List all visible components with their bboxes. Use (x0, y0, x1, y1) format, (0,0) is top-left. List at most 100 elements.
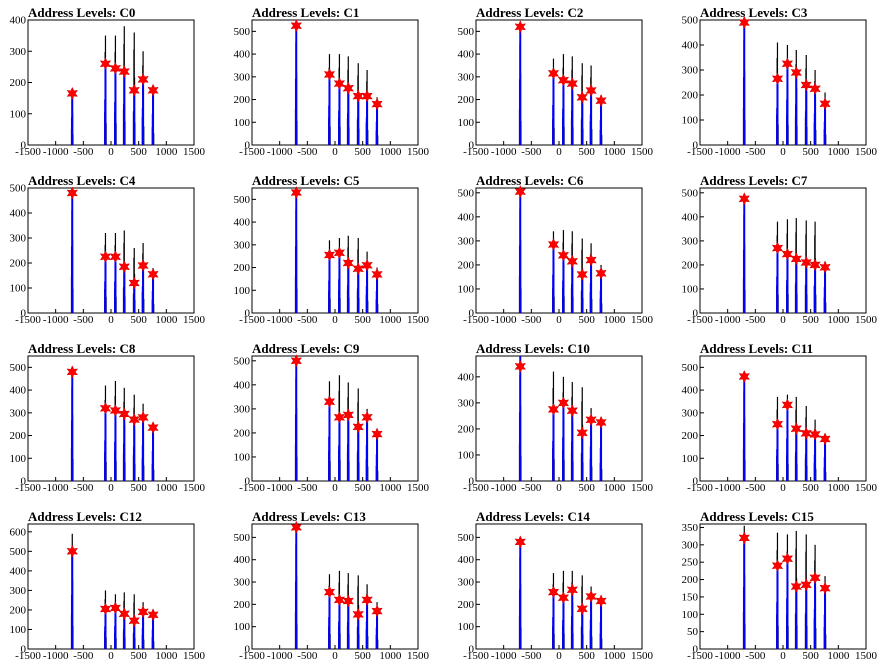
peak-marker (557, 591, 570, 605)
y-tick-label: 400 (10, 385, 27, 397)
peak-marker (576, 267, 588, 282)
plot-frame (699, 355, 867, 482)
peak-marker (137, 72, 149, 87)
x-tick-label: 500 (802, 482, 819, 494)
x-tick-label: 0 (556, 314, 562, 326)
peak-marker (566, 583, 579, 597)
x-tick-label: -1000 (43, 146, 69, 158)
y-tick-label: 200 (458, 599, 475, 611)
peak-marker (514, 359, 527, 374)
x-tick-label: 1500 (855, 650, 878, 662)
y-tick-label: 200 (234, 427, 251, 439)
peak-marker (333, 593, 346, 607)
y-tick-label: 0 (469, 476, 475, 488)
peak-marker (585, 253, 597, 267)
peak-marker (585, 83, 597, 98)
peak-marker (323, 395, 336, 409)
chart-panel: Address Levels: C8 0 100 200 300 400 500 -1500-… (0, 336, 224, 504)
peak-marker (147, 608, 159, 622)
x-tick-label: 1000 (155, 650, 178, 662)
peak-marker (809, 427, 821, 442)
y-tick-label: 400 (458, 371, 475, 383)
peak-marker (323, 248, 336, 262)
peak-marker (809, 571, 821, 585)
y-tick-label: 200 (682, 574, 699, 586)
x-tick-label: 500 (802, 146, 819, 158)
x-tick-label: 500 (802, 650, 819, 662)
x-tick-label: -500 (73, 482, 94, 494)
peak-marker (771, 241, 784, 255)
chart-svg: 0 100 200 300 400 500 -1500 -1000 -500 0 500 1000 15… (458, 523, 654, 662)
peak-marker (361, 593, 373, 607)
peak-marker (99, 250, 112, 264)
peak-marker (547, 585, 560, 599)
chart-title: Address Levels: C0 (28, 5, 136, 20)
y-tick-label: 0 (693, 140, 699, 152)
plot-frame (475, 355, 643, 482)
x-tick-label: 1500 (855, 482, 878, 494)
x-tick-label: 0 (780, 146, 786, 158)
peak-marker (547, 402, 560, 417)
x-tick-label: 500 (802, 314, 819, 326)
chart-svg: 0 100 200 300 400 500 -1500 -1000 -500 0 500 1000 15… (682, 15, 878, 159)
peak-marker (371, 267, 383, 282)
y-tick-label: 300 (682, 65, 699, 77)
y-tick-label: 300 (234, 577, 251, 589)
y-tick-label: 0 (245, 140, 251, 152)
peak-marker (566, 76, 579, 91)
peak-marker (118, 64, 131, 79)
peak-marker (137, 605, 149, 619)
peak-marker (147, 83, 159, 97)
y-tick-label: 500 (234, 26, 251, 38)
peak-marker (576, 602, 588, 616)
y-tick-label: 500 (10, 183, 27, 195)
x-tick-label: 0 (108, 650, 114, 662)
plot-frame (699, 187, 867, 314)
peak-marker (738, 15, 751, 30)
y-tick-label: 500 (682, 15, 699, 27)
y-tick-label: 400 (234, 217, 251, 229)
peak-marker (809, 258, 821, 272)
peak-marker (790, 579, 803, 594)
peak-marker (333, 410, 346, 424)
plot-frame (699, 523, 867, 650)
y-tick-label: 0 (469, 644, 475, 656)
y-tick-label: 400 (458, 49, 475, 61)
y-tick-label: 500 (458, 26, 475, 38)
x-tick-label: 0 (332, 146, 338, 158)
y-tick-label: 0 (245, 644, 251, 656)
y-tick-label: 0 (693, 644, 699, 656)
x-tick-label: -500 (297, 650, 318, 662)
x-tick-label: 1000 (603, 314, 626, 326)
chart-panel: Address Levels: C12 0 100 200 300 400 500 600 -1… (0, 504, 224, 672)
peak-marker (352, 89, 364, 103)
peak-marker (771, 559, 784, 573)
peak-marker (514, 184, 527, 199)
peak-marker (66, 86, 79, 101)
x-tick-label: -500 (521, 650, 542, 662)
plot-frame (27, 187, 195, 314)
peak-marker (819, 432, 831, 446)
chart-svg: 0 100 200 300 400 500 -1500 -1000 -500 0 500 1000 15… (458, 19, 654, 158)
chart-title: Address Levels: C7 (700, 173, 808, 188)
peak-marker (147, 267, 159, 281)
chart-panel: Address Levels: C4 0 100 200 300 400 500 -1500-… (0, 168, 224, 336)
peak-marker (781, 57, 794, 71)
peak-marker (771, 72, 784, 86)
x-tick-label: -1000 (267, 314, 293, 326)
peak-marker (557, 73, 570, 87)
peak-marker (66, 544, 79, 558)
chart-title: Address Levels: C5 (252, 173, 360, 188)
x-tick-label: -500 (745, 146, 766, 158)
y-tick-label: 200 (682, 259, 699, 271)
peak-marker (342, 256, 355, 270)
x-tick-label: 0 (332, 650, 338, 662)
x-tick-label: 500 (130, 146, 147, 158)
peak-marker (342, 408, 355, 422)
y-tick-label: 300 (234, 239, 251, 251)
y-tick-label: 100 (682, 609, 699, 621)
y-tick-label: 200 (10, 430, 27, 442)
peak-marker (595, 94, 607, 108)
x-tick-label: 1500 (183, 314, 206, 326)
x-tick-label: 500 (354, 482, 371, 494)
